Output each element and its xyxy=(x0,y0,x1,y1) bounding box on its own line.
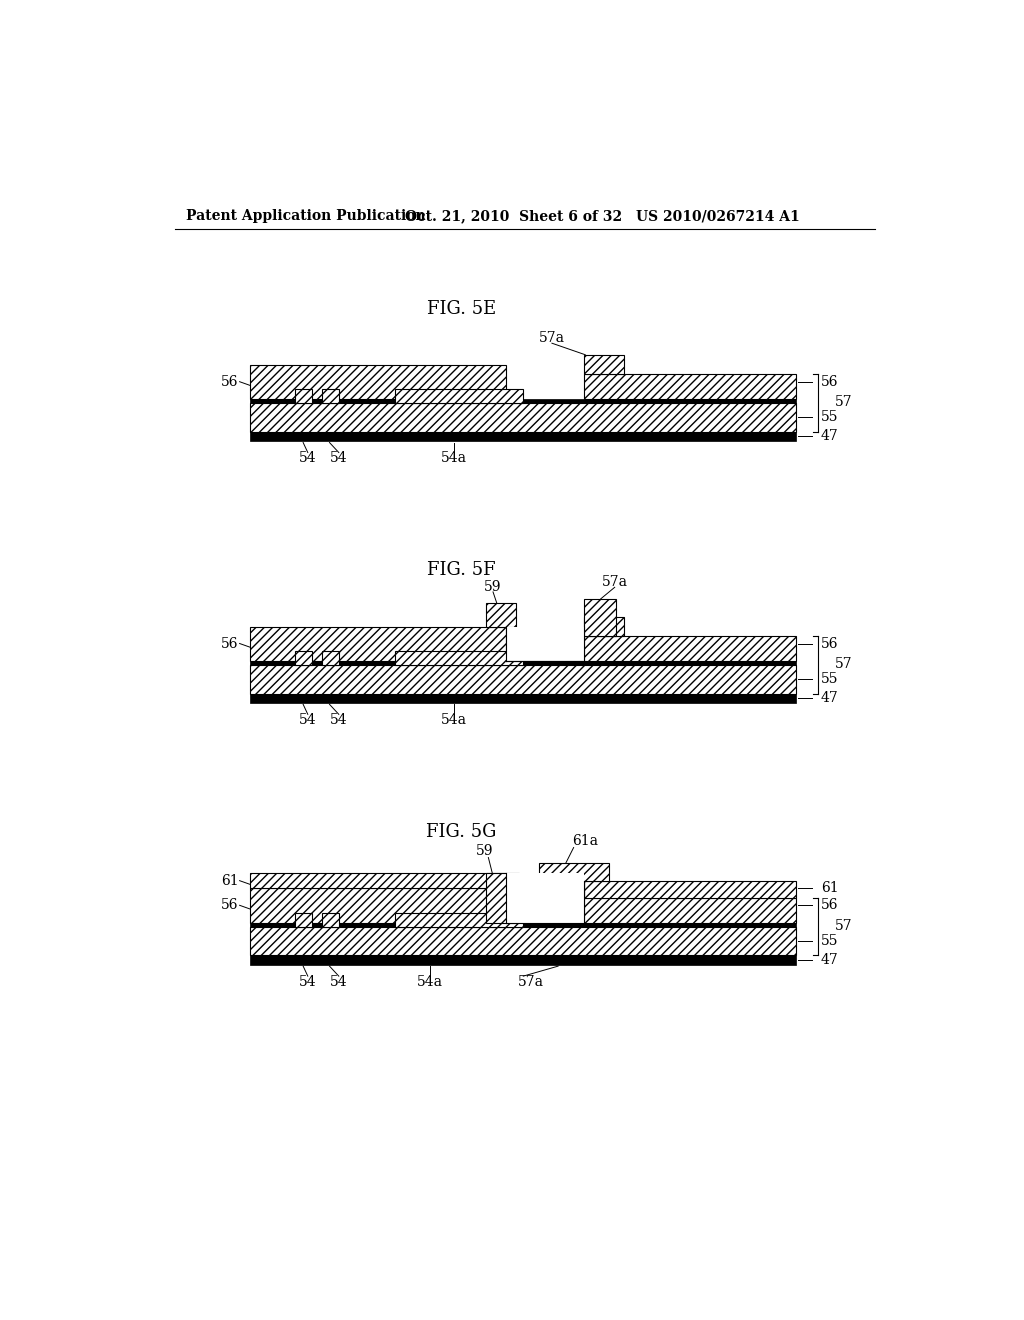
Bar xyxy=(251,404,796,432)
Text: Patent Application Publication: Patent Application Publication xyxy=(186,209,426,223)
Text: 47: 47 xyxy=(821,953,839,968)
Text: Oct. 21, 2010  Sheet 6 of 32: Oct. 21, 2010 Sheet 6 of 32 xyxy=(406,209,623,223)
Bar xyxy=(584,599,616,636)
Text: FIG. 5G: FIG. 5G xyxy=(426,824,497,841)
Bar xyxy=(506,873,584,923)
Bar xyxy=(506,627,584,661)
Bar xyxy=(584,616,624,636)
Text: 61: 61 xyxy=(221,874,239,887)
Bar xyxy=(322,913,339,927)
Text: 57a: 57a xyxy=(518,974,544,989)
Text: 61a: 61a xyxy=(572,834,598,849)
Bar xyxy=(539,863,608,880)
Text: 54a: 54a xyxy=(417,974,443,989)
Text: 54: 54 xyxy=(299,713,316,727)
Bar xyxy=(251,873,506,888)
Bar xyxy=(584,636,796,661)
Bar xyxy=(322,389,339,404)
Text: 61: 61 xyxy=(821,882,839,895)
Bar xyxy=(251,927,796,956)
Bar xyxy=(486,603,515,627)
Text: 56: 56 xyxy=(821,375,839,388)
Bar xyxy=(584,880,796,898)
Text: 47: 47 xyxy=(821,429,839,444)
Text: 56: 56 xyxy=(221,899,239,912)
Text: 54: 54 xyxy=(330,974,347,989)
Bar xyxy=(395,651,523,665)
Bar xyxy=(251,693,796,702)
Text: 59: 59 xyxy=(476,845,494,858)
Bar xyxy=(295,913,311,927)
Text: FIG. 5E: FIG. 5E xyxy=(427,300,496,318)
Bar xyxy=(295,389,311,404)
Text: 57: 57 xyxy=(835,657,852,672)
Text: 56: 56 xyxy=(221,636,239,651)
Text: 47: 47 xyxy=(821,692,839,705)
Text: US 2010/0267214 A1: US 2010/0267214 A1 xyxy=(636,209,800,223)
Bar xyxy=(295,651,311,665)
Bar xyxy=(584,898,796,923)
Bar xyxy=(584,355,624,374)
Text: 56: 56 xyxy=(821,899,839,912)
Text: 54a: 54a xyxy=(440,451,467,465)
Bar xyxy=(251,364,506,400)
Bar xyxy=(251,627,506,661)
Text: 56: 56 xyxy=(821,636,839,651)
Bar xyxy=(251,665,796,693)
Text: FIG. 5F: FIG. 5F xyxy=(427,561,496,579)
Text: 54: 54 xyxy=(299,451,316,465)
Text: 55: 55 xyxy=(821,672,839,686)
Bar xyxy=(251,923,796,927)
Bar xyxy=(547,880,584,898)
Bar xyxy=(251,956,796,965)
Bar xyxy=(251,888,506,923)
Bar xyxy=(251,400,796,404)
Text: 54: 54 xyxy=(330,713,347,727)
Text: 57: 57 xyxy=(835,396,852,409)
Bar xyxy=(322,651,339,665)
Bar xyxy=(251,432,796,441)
Text: 54: 54 xyxy=(299,974,316,989)
Text: 59: 59 xyxy=(484,579,502,594)
Bar xyxy=(251,661,796,665)
Bar xyxy=(395,389,523,404)
Text: 55: 55 xyxy=(821,411,839,424)
Text: 57a: 57a xyxy=(539,331,565,345)
Bar xyxy=(486,873,519,923)
Text: 55: 55 xyxy=(821,933,839,948)
Text: 56: 56 xyxy=(221,375,239,388)
Text: 57: 57 xyxy=(835,919,852,933)
Bar xyxy=(584,374,796,400)
Text: 57a: 57a xyxy=(602,576,628,589)
Bar xyxy=(395,913,523,927)
Text: 54: 54 xyxy=(330,451,347,465)
Text: 54a: 54a xyxy=(440,713,467,727)
